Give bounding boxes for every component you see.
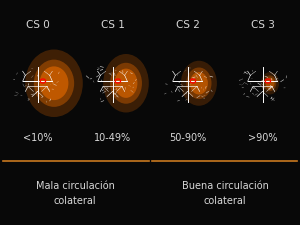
- Text: 10-49%: 10-49%: [94, 133, 131, 143]
- Ellipse shape: [40, 66, 68, 100]
- Text: CS 1: CS 1: [100, 20, 124, 30]
- Text: 50-90%: 50-90%: [169, 133, 206, 143]
- Text: <10%: <10%: [23, 133, 52, 143]
- Text: >90%: >90%: [248, 133, 277, 143]
- Text: Buena circulación
colateral: Buena circulación colateral: [182, 181, 268, 206]
- Ellipse shape: [266, 78, 274, 89]
- Ellipse shape: [34, 60, 74, 107]
- Ellipse shape: [186, 68, 212, 99]
- Ellipse shape: [25, 50, 83, 117]
- Text: CS 0: CS 0: [26, 20, 50, 30]
- Ellipse shape: [110, 63, 142, 104]
- Ellipse shape: [103, 54, 149, 112]
- Ellipse shape: [181, 61, 217, 106]
- Ellipse shape: [264, 75, 276, 91]
- Text: Mala circulación
colateral: Mala circulación colateral: [36, 181, 114, 206]
- Ellipse shape: [261, 72, 279, 94]
- Text: CS 2: CS 2: [176, 20, 200, 30]
- Text: CS 3: CS 3: [250, 20, 274, 30]
- Ellipse shape: [190, 72, 208, 94]
- Ellipse shape: [115, 69, 137, 98]
